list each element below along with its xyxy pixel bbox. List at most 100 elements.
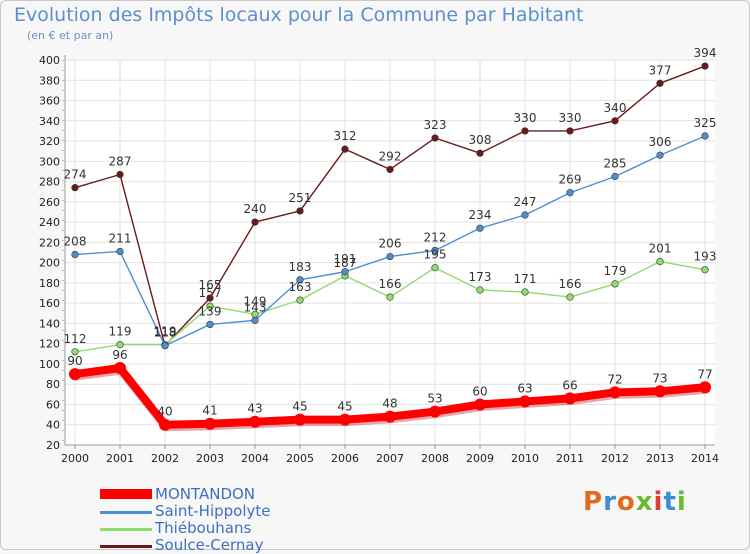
data-point-montandon	[249, 415, 261, 428]
data-point-thi-bouhans	[521, 288, 529, 296]
data-label-montandon: 96	[112, 348, 127, 362]
y-tick-label: 40	[46, 419, 60, 432]
data-point-saint-hippolyte	[296, 276, 304, 284]
data-label-thi-bouhans: 201	[649, 242, 672, 256]
data-label-soulce-cernay: 251	[289, 191, 312, 205]
data-point-soulce-cernay	[476, 149, 484, 157]
data-point-montandon	[609, 386, 621, 399]
legend-label: Saint-Hippolyte	[155, 502, 271, 520]
data-point-saint-hippolyte	[701, 132, 709, 140]
x-tick-label: 2001	[106, 452, 134, 465]
data-label-soulce-cernay: 330	[559, 111, 582, 125]
y-tick-label: 340	[39, 115, 60, 128]
y-tick-label: 160	[39, 297, 60, 310]
y-tick-label: 60	[46, 398, 60, 411]
data-point-thi-bouhans	[206, 302, 214, 310]
data-point-soulce-cernay	[701, 62, 709, 70]
data-label-saint-hippolyte: 325	[694, 116, 717, 130]
data-point-thi-bouhans	[296, 296, 304, 304]
series-layer	[69, 62, 711, 432]
y-tick-label: 380	[39, 74, 60, 87]
data-label-thi-bouhans: 112	[64, 332, 87, 346]
data-label-thi-bouhans: 119	[109, 325, 132, 339]
data-label-thi-bouhans: 166	[379, 277, 402, 291]
y-tick-label: 220	[39, 236, 60, 249]
data-point-saint-hippolyte	[206, 320, 214, 329]
data-point-montandon	[429, 405, 441, 418]
data-label-thi-bouhans: 193	[694, 250, 717, 264]
data-label-soulce-cernay: 240	[244, 202, 267, 216]
data-label-montandon: 53	[427, 392, 442, 406]
data-label-saint-hippolyte: 306	[649, 135, 672, 149]
data-label-saint-hippolyte: 183	[289, 260, 312, 274]
data-label-soulce-cernay: 323	[424, 118, 447, 132]
legend-label: MONTANDON	[155, 485, 256, 503]
y-tick-label: 260	[39, 196, 60, 209]
data-label-montandon: 72	[607, 372, 622, 386]
data-point-soulce-cernay	[341, 145, 349, 153]
y-tick-label: 120	[39, 338, 60, 351]
data-point-soulce-cernay	[251, 218, 259, 226]
data-point-saint-hippolyte	[566, 189, 574, 197]
data-point-saint-hippolyte	[251, 316, 259, 324]
x-tick-label: 2011	[556, 452, 584, 465]
data-point-montandon	[564, 392, 576, 405]
data-point-montandon	[339, 413, 351, 426]
data-point-saint-hippolyte	[521, 211, 529, 219]
data-label-montandon: 45	[292, 400, 307, 414]
data-label-thi-bouhans: 195	[424, 248, 447, 262]
data-point-montandon	[294, 413, 306, 426]
data-label-thi-bouhans: 157	[199, 286, 222, 300]
data-label-thi-bouhans: 149	[244, 294, 267, 308]
data-point-saint-hippolyte	[161, 342, 169, 350]
data-point-thi-bouhans	[116, 341, 124, 349]
data-point-thi-bouhans	[386, 293, 394, 301]
data-point-saint-hippolyte	[611, 172, 619, 181]
logo-letter: o	[616, 487, 636, 517]
data-point-soulce-cernay	[521, 127, 529, 135]
data-label-montandon: 66	[562, 378, 577, 392]
data-label-saint-hippolyte: 247	[514, 195, 537, 209]
data-label-thi-bouhans: 173	[469, 270, 492, 284]
data-label-saint-hippolyte: 191	[334, 252, 357, 266]
data-label-montandon: 73	[652, 371, 667, 385]
legend-swatch-thiebouhans	[100, 528, 152, 531]
data-label-montandon: 48	[382, 397, 397, 411]
data-point-soulce-cernay	[566, 127, 574, 135]
data-point-soulce-cernay	[71, 184, 79, 192]
data-point-thi-bouhans	[611, 280, 619, 288]
x-tick-label: 2008	[421, 452, 449, 465]
data-point-soulce-cernay	[206, 294, 214, 302]
y-tick-label: 80	[46, 378, 60, 391]
data-label-thi-bouhans: 187	[334, 256, 357, 270]
data-label-saint-hippolyte: 269	[559, 173, 582, 187]
data-point-soulce-cernay	[656, 79, 664, 87]
data-point-soulce-cernay	[296, 207, 304, 215]
legend: MONTANDON Saint-Hippolyte Thiébouhans So…	[100, 486, 360, 554]
data-point-montandon	[204, 417, 216, 430]
legend-item: Saint-Hippolyte	[100, 503, 360, 520]
data-label-montandon: 60	[472, 384, 487, 398]
data-label-soulce-cernay: 394	[694, 46, 717, 60]
y-tick-label: 320	[39, 135, 60, 148]
data-label-montandon: 40	[157, 405, 172, 419]
data-label-montandon: 45	[337, 400, 352, 414]
x-tick-label: 2006	[331, 452, 359, 465]
data-label-saint-hippolyte: 211	[109, 231, 132, 245]
legend-swatch-saint-hippolyte	[100, 511, 152, 514]
legend-swatch-soulce-cernay	[100, 545, 152, 548]
y-tick-label: 20	[46, 439, 60, 452]
data-point-saint-hippolyte	[341, 268, 349, 276]
data-label-soulce-cernay: 377	[649, 63, 672, 77]
proxiti-logo: Proxiti	[583, 487, 687, 517]
data-point-montandon	[474, 398, 486, 411]
x-tick-label: 2002	[151, 452, 179, 465]
data-point-soulce-cernay	[431, 134, 439, 142]
data-point-soulce-cernay	[611, 117, 619, 125]
x-tick-label: 2009	[466, 452, 494, 465]
data-label-soulce-cernay: 340	[604, 101, 627, 115]
data-label-thi-bouhans: 163	[289, 280, 312, 294]
data-point-montandon	[699, 381, 711, 394]
x-tick-label: 2003	[196, 452, 224, 465]
